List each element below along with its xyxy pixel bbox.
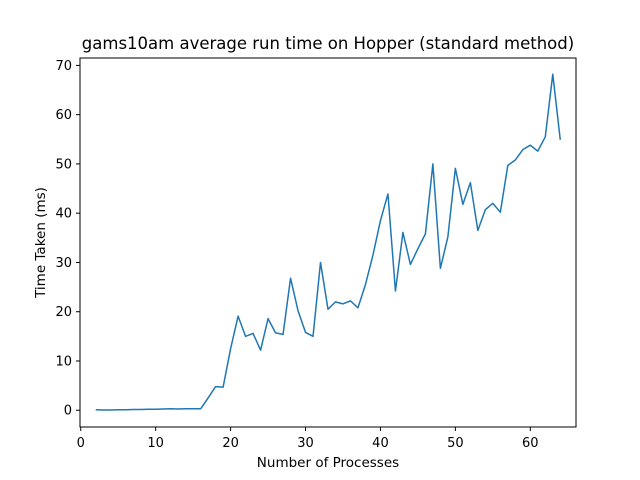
x-tick-label: 30 (297, 436, 314, 451)
y-tick-label: 40 (55, 207, 72, 222)
plot-frame (79, 57, 577, 428)
x-tick-label: 0 (77, 436, 85, 451)
y-tick-label: 60 (55, 108, 72, 123)
y-tick-label: 10 (55, 354, 72, 369)
x-tick-label: 50 (447, 436, 464, 451)
x-tick-label: 60 (522, 436, 539, 451)
y-tick-label: 70 (55, 59, 72, 74)
series-line (95, 73, 562, 411)
axis-ticks: 0 10 20 30 40 50 60 0 10 20 30 40 50 60 70 (55, 59, 538, 451)
chart-title: gams10am average run time on Hopper (sta… (82, 34, 574, 53)
y-tick-label: 50 (55, 157, 72, 172)
x-tick-label: 40 (372, 436, 389, 451)
x-axis-label: Number of Processes (257, 455, 399, 471)
y-tick-label: 30 (55, 256, 72, 271)
y-tick-label: 20 (55, 305, 72, 320)
x-tick-label: 10 (147, 436, 164, 451)
y-tick-label: 0 (64, 404, 72, 419)
x-tick-label: 20 (222, 436, 239, 451)
y-axis-label: Time Taken (ms) (33, 187, 49, 299)
plot-area (95, 73, 562, 411)
